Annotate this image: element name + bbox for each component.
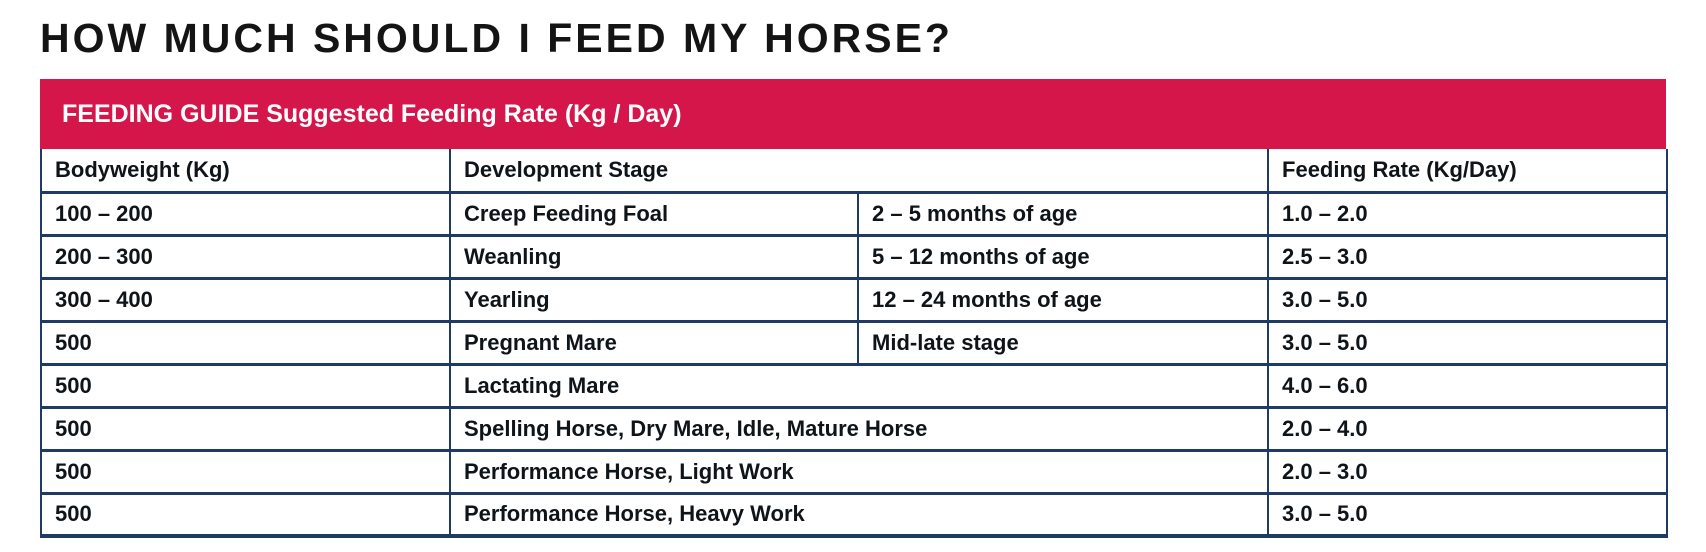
age-detail-cell: 12 – 24 months of age	[856, 276, 1270, 323]
age-detail-cell: 5 – 12 months of age	[856, 233, 1270, 280]
stage-cell: Pregnant Mare	[449, 319, 859, 366]
bodyweight-cell: 300 – 400	[40, 276, 451, 323]
bodyweight-cell: 500	[40, 362, 451, 409]
bodyweight-cell: 100 – 200	[40, 190, 451, 237]
rate-cell: 3.0 – 5.0	[1267, 319, 1669, 366]
column-header-bodyweight: Bodyweight (Kg)	[40, 149, 451, 194]
stage-cell: Performance Horse, Light Work	[448, 448, 1270, 495]
banner-label-rest: Suggested Feeding Rate (Kg / Day)	[259, 99, 682, 128]
table-row: 500 Pregnant Mare Mid-late stage 3.0 – 5…	[40, 319, 1669, 366]
table-header-row: Bodyweight (Kg) Development Stage Feedin…	[40, 149, 1669, 194]
bodyweight-cell: 500	[40, 319, 451, 366]
bodyweight-cell: 500	[40, 405, 451, 452]
rate-cell: 3.0 – 5.0	[1267, 491, 1669, 539]
table-row: 200 – 300 Weanling 5 – 12 months of age …	[40, 233, 1669, 280]
rate-cell: 2.0 – 3.0	[1267, 448, 1669, 495]
bodyweight-cell: 500	[40, 491, 451, 539]
rate-cell: 2.0 – 4.0	[1267, 405, 1669, 452]
table-row: 100 – 200 Creep Feeding Foal 2 – 5 month…	[40, 190, 1669, 237]
rate-cell: 3.0 – 5.0	[1267, 276, 1669, 323]
feeding-guide-table: Bodyweight (Kg) Development Stage Feedin…	[40, 149, 1669, 539]
feeding-guide-banner: FEEDING GUIDE Suggested Feeding Rate (Kg…	[40, 79, 1666, 150]
table-row: 300 – 400 Yearling 12 – 24 months of age…	[40, 276, 1669, 323]
stage-cell: Creep Feeding Foal	[449, 190, 859, 237]
age-detail-cell: 2 – 5 months of age	[856, 190, 1270, 237]
table-row: 500 Lactating Mare 4.0 – 6.0	[40, 362, 1669, 409]
table-row: 500 Spelling Horse, Dry Mare, Idle, Matu…	[40, 405, 1669, 452]
rate-cell: 4.0 – 6.0	[1267, 362, 1669, 409]
column-header-development-stage: Development Stage	[448, 149, 1270, 194]
rate-cell: 1.0 – 2.0	[1267, 190, 1669, 237]
age-detail-cell: Mid-late stage	[856, 319, 1270, 366]
stage-cell: Weanling	[449, 233, 859, 280]
stage-cell: Performance Horse, Heavy Work	[448, 491, 1270, 539]
page-title: HOW MUCH SHOULD I FEED MY HORSE?	[40, 15, 953, 61]
bodyweight-cell: 200 – 300	[40, 233, 451, 280]
table-row: 500 Performance Horse, Light Work 2.0 – …	[40, 448, 1669, 495]
rate-cell: 2.5 – 3.0	[1267, 233, 1669, 280]
stage-cell: Spelling Horse, Dry Mare, Idle, Mature H…	[448, 405, 1270, 452]
banner-label-bold: FEEDING GUIDE	[62, 99, 260, 128]
table-row: 500 Performance Horse, Heavy Work 3.0 – …	[40, 491, 1669, 539]
stage-cell: Lactating Mare	[448, 362, 1270, 409]
column-header-feeding-rate: Feeding Rate (Kg/Day)	[1267, 149, 1669, 194]
bodyweight-cell: 500	[40, 448, 451, 495]
stage-cell: Yearling	[449, 276, 859, 323]
